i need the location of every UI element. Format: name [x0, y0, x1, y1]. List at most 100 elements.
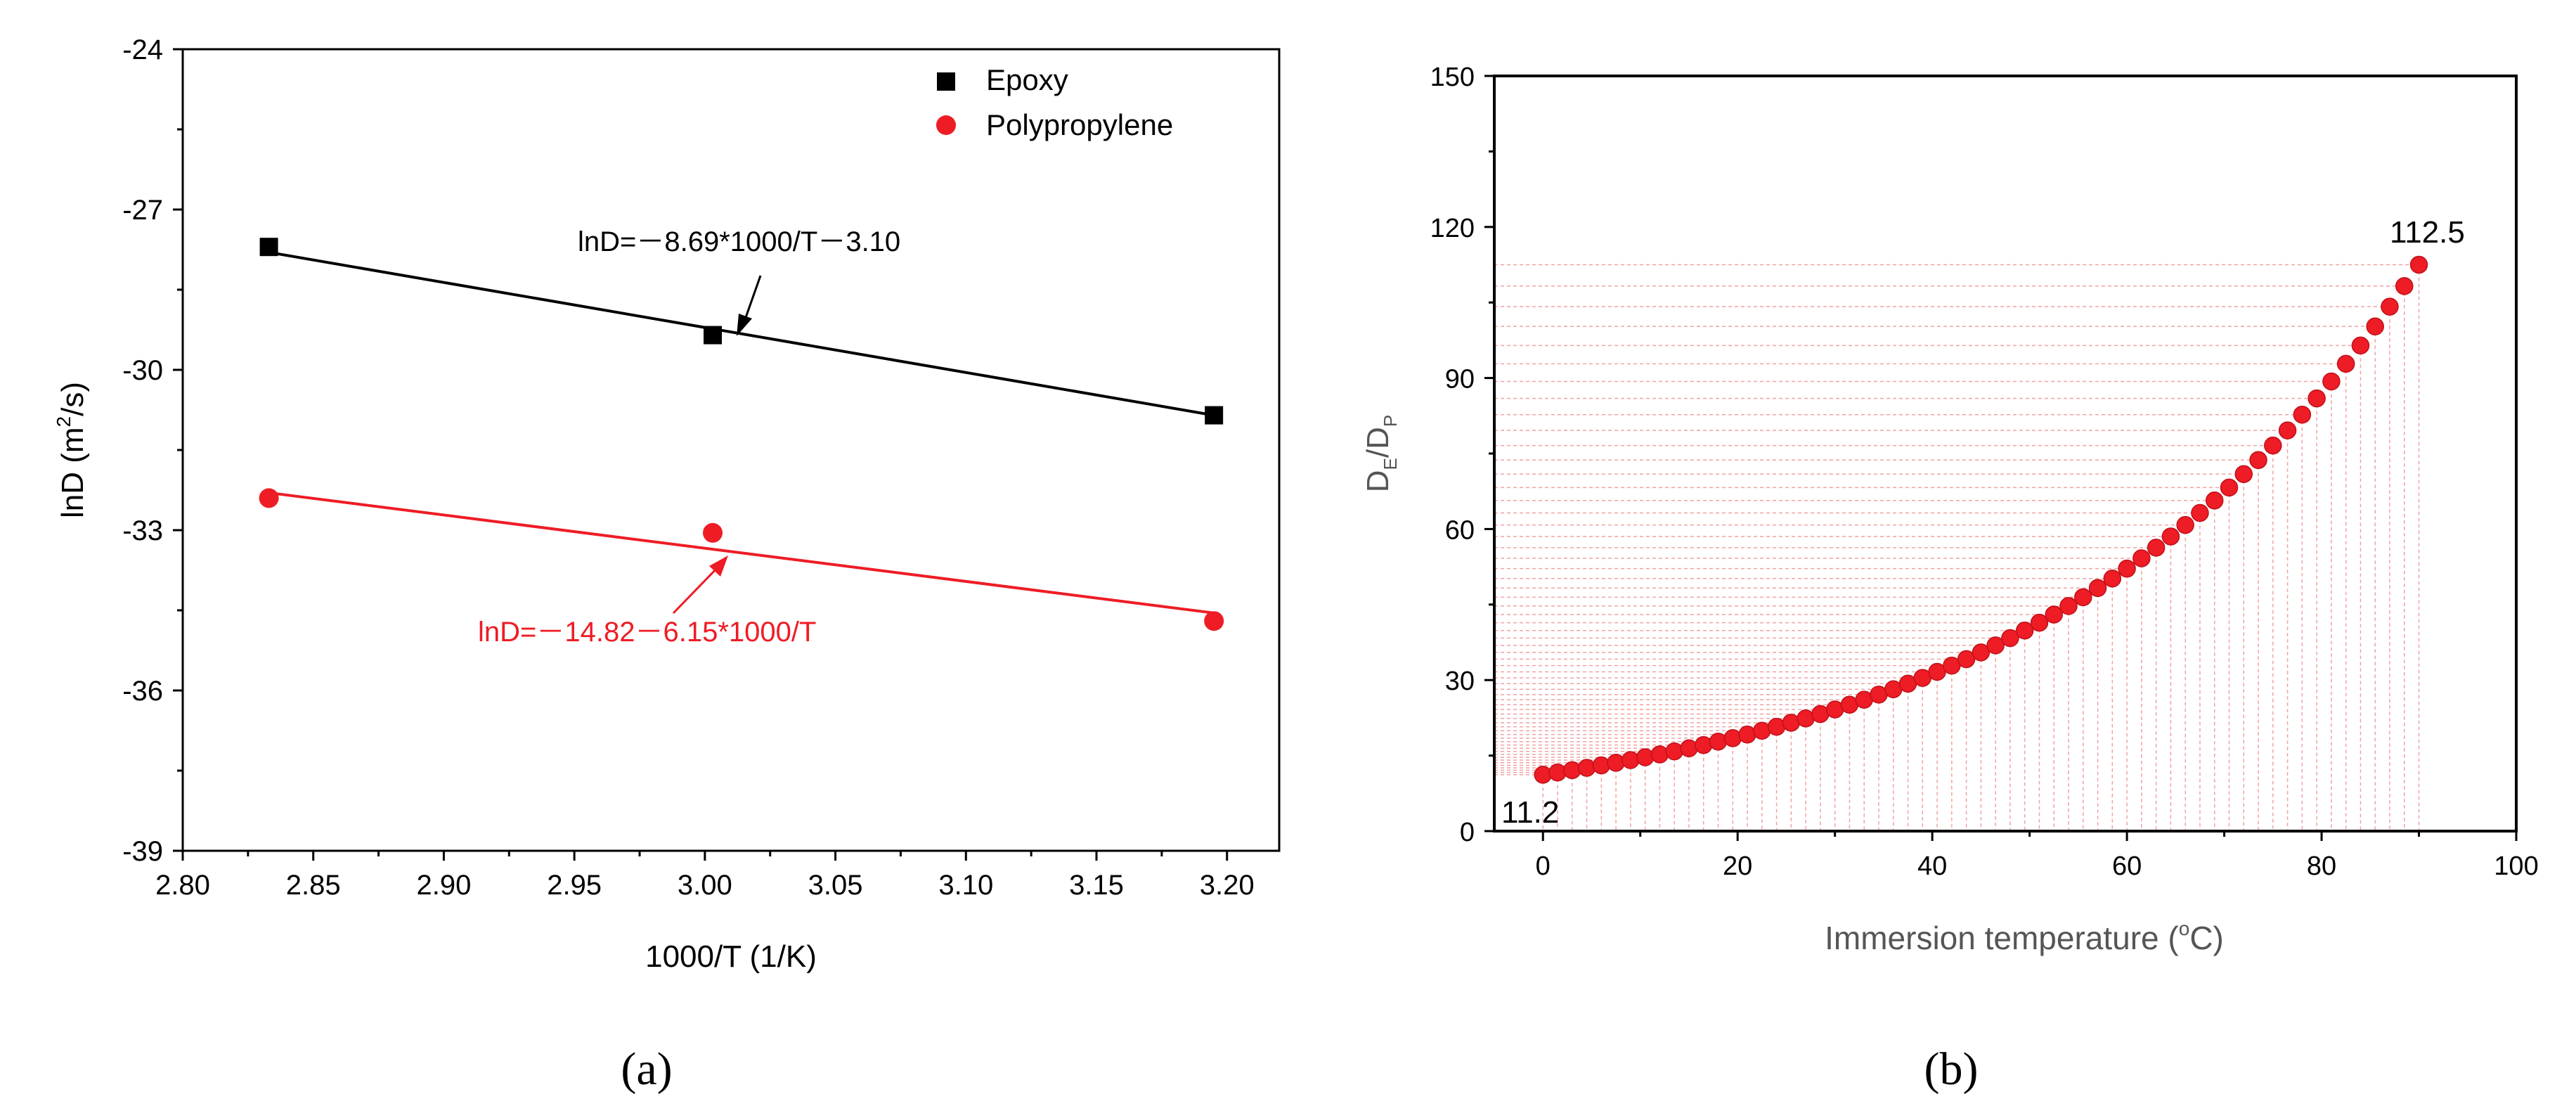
y-tick-label-a: -33: [122, 515, 163, 546]
x-tick-labels-a: 2.80 2.85 2.90 2.95 3.00 3.05 3.10 3.15 3.20: [155, 870, 1255, 901]
data-point-ratio: [1972, 643, 1991, 662]
x-tick-label-a: 3.05: [808, 870, 863, 901]
fit-line-epoxy: [268, 250, 1215, 417]
x-tick-label-b: 20: [1723, 851, 1752, 881]
y-axis-title-b-s2: P: [1380, 415, 1401, 427]
data-point-ratio: [1694, 735, 1713, 754]
y-axis-title-b-s1: E: [1380, 458, 1401, 470]
axis-ticks-b: [1484, 75, 2518, 841]
data-point-epoxy: [1205, 406, 1224, 425]
axis-ticks-a: [173, 48, 1229, 861]
x-tick-label-a: 3.15: [1069, 870, 1124, 901]
chart-panel-a: 2.80 2.85 2.90 2.95 3.00 3.05 3.10 3.15 3.20 -24…: [53, 34, 1281, 1095]
x-tick-label-b: 0: [1536, 851, 1551, 881]
guide-lines-b: [1494, 264, 2420, 831]
data-point-ratio: [2205, 491, 2224, 510]
legend-a: Epoxy Polypropylene: [936, 63, 1173, 141]
data-point-ratio: [2322, 372, 2341, 391]
y-tick-label-b: 30: [1445, 667, 1475, 696]
y-tick-label-b: 150: [1430, 63, 1475, 92]
data-point-ratio: [2409, 255, 2428, 274]
data-point-epoxy: [259, 238, 278, 257]
data-point-ratio: [2234, 465, 2253, 483]
data-point-ratio: [2001, 629, 2019, 648]
x-tick-label-a: 3.00: [678, 870, 732, 901]
panel-caption-b: (b): [1924, 1043, 1979, 1095]
data-point-ratio: [1680, 739, 1698, 757]
data-point-ratio: [2161, 527, 2180, 546]
data-point-polypropylene: [703, 522, 723, 543]
data-point-ratio: [1592, 756, 1611, 775]
y-tick-label-a: -36: [122, 676, 163, 707]
y-axis-title-b: DE/DP: [1361, 415, 1401, 492]
data-point-ratio: [2176, 515, 2194, 534]
annotation-end-value: 112.5: [2390, 215, 2465, 250]
x-tick-label-a: 2.95: [547, 870, 602, 901]
data-points-b: [1534, 255, 2428, 784]
y-tick-labels-b: 0 30 60 90 120 150: [1430, 63, 1475, 847]
data-point-ratio: [1548, 763, 1567, 782]
x-tick-label-b: 60: [2112, 851, 2142, 881]
data-point-ratio: [2118, 559, 2136, 578]
legend-label-polypropylene: Polypropylene: [986, 108, 1173, 141]
data-point-ratio: [1709, 733, 1728, 751]
data-point-ratio: [1607, 754, 1625, 772]
fit-line-polypropylene: [268, 491, 1215, 615]
data-point-ratio: [1957, 650, 1976, 669]
data-point-ratio: [2381, 297, 2399, 316]
y-tick-labels-a: -24 -27 -30 -33 -36 -39: [122, 34, 163, 867]
x-tick-label-a: 2.90: [416, 870, 471, 901]
y-axis-title-a-prefix: lnD (m: [56, 427, 90, 518]
data-point-ratio: [2147, 539, 2166, 557]
data-point-ratio: [1534, 766, 1552, 784]
data-point-ratio: [1636, 748, 1655, 766]
data-point-ratio: [2132, 549, 2151, 567]
legend-marker-polypropylene: [936, 115, 956, 135]
y-axis-title-a-suffix: /s): [56, 382, 90, 416]
x-axis-title-b-sup: o: [2179, 918, 2190, 939]
x-axis-title-b-prefix: Immersion temperature (: [1825, 920, 2179, 956]
y-tick-label-b: 60: [1445, 515, 1475, 545]
panel-caption-a: (a): [621, 1043, 672, 1095]
y-tick-label-b: 120: [1430, 214, 1475, 243]
data-point-ratio: [1665, 742, 1683, 761]
x-axis-title-b: Immersion temperature (oC): [1825, 918, 2224, 956]
data-point-polypropylene: [1204, 611, 1224, 631]
data-point-ratio: [2351, 336, 2370, 355]
data-point-polypropylene: [259, 488, 279, 508]
equation-epoxy: lnD=－8.69*1000/T－3.10: [578, 226, 900, 257]
x-tick-label-a: 3.20: [1200, 870, 1255, 901]
y-axis-title-a-sup: 2: [53, 416, 75, 428]
data-point-ratio: [1986, 636, 2005, 655]
data-point-epoxy: [704, 326, 722, 345]
x-tick-label-a: 3.10: [938, 870, 993, 901]
data-point-ratio: [2308, 389, 2326, 408]
y-tick-label-a: -30: [122, 355, 163, 386]
x-tick-label-a: 2.85: [286, 870, 341, 901]
data-point-ratio: [2045, 605, 2063, 624]
x-tick-labels-b: 0 20 40 60 80 100: [1536, 851, 2539, 881]
data-point-ratio: [1577, 759, 1596, 777]
data-point-ratio: [2088, 579, 2107, 598]
y-axis-title-b-d1: D: [1361, 470, 1395, 492]
y-tick-label-b: 90: [1445, 365, 1475, 394]
fit-lines-a: [268, 250, 1215, 615]
arrow-polypropylene: [672, 555, 728, 615]
data-point-ratio: [2103, 570, 2122, 588]
arrow-epoxy: [737, 275, 762, 336]
data-point-ratio: [2249, 451, 2267, 470]
y-axis-title-a: lnD (m2/s): [53, 382, 90, 518]
data-point-ratio: [2059, 597, 2078, 615]
data-point-ratio: [2220, 478, 2239, 497]
x-tick-label-b: 80: [2307, 851, 2336, 881]
data-point-ratio: [2030, 613, 2049, 632]
x-tick-label-b: 100: [2494, 851, 2538, 881]
annotation-start-value: 11.2: [1501, 795, 1559, 830]
y-tick-label-a: -39: [122, 836, 163, 867]
data-point-ratio: [2074, 588, 2092, 607]
plot-frame-a: [181, 48, 1281, 852]
data-point-ratio: [2336, 354, 2355, 373]
x-axis-title-a: 1000/T (1/K): [645, 939, 817, 974]
y-tick-label-b: 0: [1460, 818, 1475, 847]
